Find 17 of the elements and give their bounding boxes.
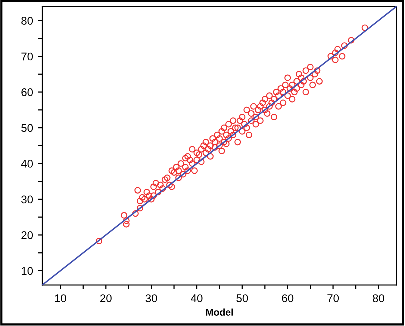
x-axis-title: Model — [206, 308, 234, 316]
y-tick-label: 30 — [22, 196, 34, 204]
y-tick-label: 80 — [22, 17, 34, 25]
x-tick-label: 50 — [236, 294, 248, 302]
y-tick-label: 40 — [21, 160, 34, 168]
x-tick-label: 20 — [100, 294, 112, 302]
y-tick-label: 10 — [22, 267, 34, 276]
y-tick-label: 70 — [22, 52, 34, 61]
x-tick-label: 70 — [328, 294, 340, 302]
x-tick-label: 30 — [146, 294, 158, 302]
y-tick-label: 60 — [22, 88, 34, 96]
x-tick-label: 80 — [373, 294, 384, 302]
y-tick-label: 20 — [22, 231, 34, 240]
y-tick-label: 50 — [22, 124, 34, 132]
x-tick-label: 40 — [191, 294, 203, 302]
x-tick-label: 10 — [55, 294, 66, 302]
x-tick-label: 60 — [282, 294, 294, 302]
